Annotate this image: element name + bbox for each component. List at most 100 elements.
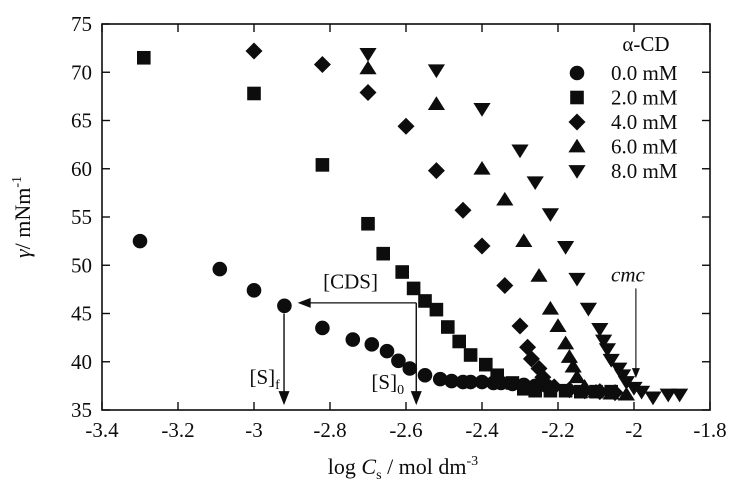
circle-marker (364, 337, 380, 352)
triangle-down-marker (568, 272, 586, 287)
circle-marker (402, 361, 418, 376)
triangle-up-marker (617, 386, 635, 401)
cmc-label: cmc (611, 263, 645, 287)
diamond-marker (496, 277, 514, 295)
y-tick-label: 45 (71, 302, 92, 326)
diamond-marker (545, 378, 563, 396)
y-axis: 35 40 45 50 55 60 65 70 75 (71, 12, 710, 422)
triangle-down-marker (511, 144, 529, 159)
square-marker (570, 90, 584, 105)
triangle-down-marker (557, 241, 575, 255)
x-tick-label: -2.8 (313, 418, 346, 442)
triangle-down-marker (579, 302, 597, 317)
legend-label: 0.0 mM (611, 61, 678, 85)
triangle-down-marker (427, 64, 445, 79)
circle-marker (379, 343, 395, 359)
triangle-down-marker (473, 103, 491, 117)
diamond-marker (511, 317, 529, 335)
circle-marker (132, 233, 148, 249)
triangle-down-marker (541, 208, 559, 222)
legend-item-0.0-mM: 0.0 mM (569, 61, 678, 85)
circle-marker (212, 261, 228, 277)
diamond-marker (522, 350, 540, 368)
series-6.0-mM (359, 60, 635, 401)
diamond-marker (560, 381, 578, 399)
square-marker (137, 50, 151, 65)
triangle-up-marker (602, 385, 620, 400)
circle-marker (345, 332, 361, 347)
circle-marker (432, 371, 448, 387)
circle-marker (246, 283, 262, 298)
circle-marker (569, 65, 585, 81)
square-marker (429, 302, 444, 317)
diamond-marker (359, 84, 377, 102)
triangle-down-marker (568, 165, 586, 179)
square-marker (505, 376, 520, 390)
square-marker (376, 246, 390, 261)
series-8.0-mM (359, 48, 689, 406)
triangle-up-marker (359, 60, 377, 75)
triangle-up-marker (530, 268, 548, 282)
y-tick-label: 35 (71, 398, 92, 422)
diamond-marker (454, 201, 472, 219)
legend-title: α-CD (622, 32, 669, 56)
triangle-up-marker (515, 233, 533, 248)
legend-item-6.0-mM: 6.0 mM (568, 135, 678, 159)
s0-arrow (410, 302, 422, 406)
x-tick-label: -2 (625, 418, 643, 442)
cmc-arrow (631, 288, 640, 379)
square-marker (479, 357, 493, 372)
circle-marker (463, 374, 478, 390)
y-axis-title: γ/ mNm-1 (10, 176, 35, 258)
y-tick-label: 40 (71, 350, 92, 374)
triangle-down-marker (602, 353, 620, 368)
y-tick-label: 65 (71, 109, 92, 133)
legend-label: 8.0 mM (611, 159, 678, 183)
y-tick-label: 70 (71, 60, 92, 84)
legend: α-CD 0.0 mM2.0 mM4.0 mM6.0 mM8.0 mM (568, 32, 678, 183)
diamond-marker (427, 162, 445, 180)
y-tick-label: 60 (71, 157, 92, 181)
triangle-down-marker (659, 388, 677, 403)
cds-arrow (297, 297, 417, 308)
cds-label: [CDS] (323, 269, 378, 293)
diamond-marker (534, 368, 552, 386)
circle-marker (277, 298, 292, 314)
square-marker (528, 383, 542, 398)
y-tick-label: 55 (71, 205, 92, 229)
legend-label: 2.0 mM (611, 86, 678, 110)
triangle-up-marker (568, 369, 586, 384)
x-axis: -3.4 -3.2 -3 -2.8 -2.6 -2.4 -2.2 -2 -1.8 (85, 24, 727, 442)
diamond-marker (313, 56, 331, 74)
square-marker (441, 320, 455, 334)
triangle-down-marker (625, 381, 643, 396)
diamond-marker (568, 113, 586, 131)
triangle-down-marker (644, 391, 662, 406)
triangle-up-marker (473, 160, 491, 175)
triangle-down-marker (526, 176, 544, 191)
triangle-up-marker (576, 379, 594, 393)
triangle-up-marker (549, 318, 567, 332)
triangle-up-marker (557, 335, 575, 350)
x-tick-label: -2.6 (389, 418, 422, 442)
circle-marker (315, 320, 330, 336)
triangle-up-marker (496, 191, 514, 206)
circle-marker (417, 367, 433, 383)
triangle-down-marker (359, 48, 377, 62)
legend-label: 4.0 mM (611, 110, 678, 134)
square-marker (361, 216, 375, 231)
square-marker (463, 348, 478, 362)
diamond-marker (245, 42, 263, 60)
s0-label: [S]0 (371, 370, 404, 398)
circle-marker (444, 373, 459, 389)
x-tick-label: -3.2 (161, 418, 194, 442)
sf-arrow (278, 313, 290, 406)
diamond-marker (473, 237, 491, 255)
triangle-up-marker (587, 383, 605, 398)
circle-marker (391, 353, 406, 369)
square-marker (418, 294, 432, 308)
x-tick-label: -3.4 (85, 418, 119, 442)
triangle-up-marker (541, 300, 559, 315)
